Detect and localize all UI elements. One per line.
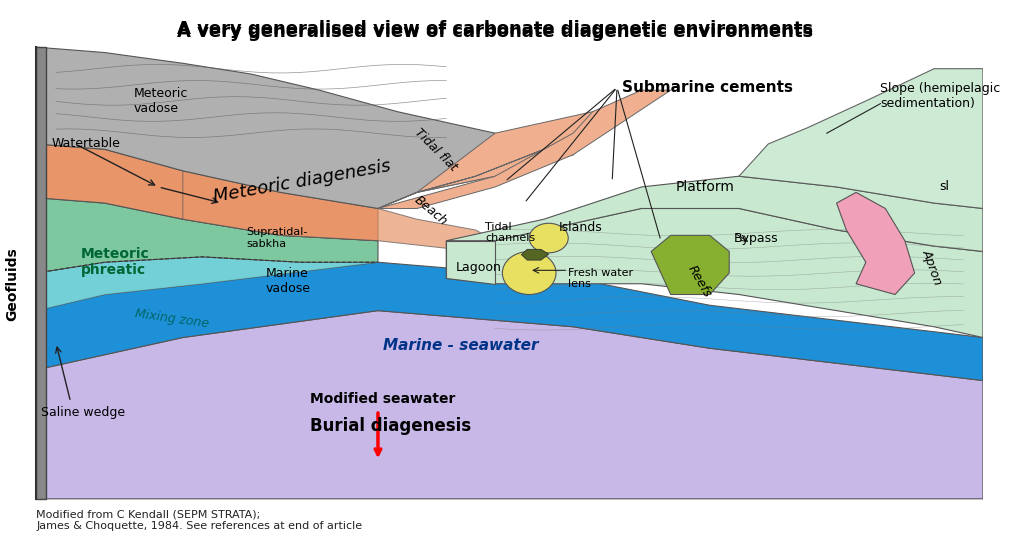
Text: Marine
vadose: Marine vadose [266, 267, 310, 295]
Text: Apron: Apron [920, 248, 944, 287]
Text: Modified seawater: Modified seawater [309, 393, 455, 406]
Polygon shape [446, 176, 983, 252]
Polygon shape [37, 257, 378, 311]
Text: Bypass: Bypass [734, 232, 778, 245]
Text: Geofluids: Geofluids [5, 247, 19, 321]
Text: Submarine cements: Submarine cements [622, 80, 793, 95]
Text: Slope (hemipelagic
sedimentation): Slope (hemipelagic sedimentation) [881, 81, 1000, 110]
Polygon shape [446, 241, 495, 284]
Polygon shape [446, 209, 983, 337]
Polygon shape [183, 171, 495, 252]
Text: Meteoric diagenesis: Meteoric diagenesis [212, 157, 392, 206]
Polygon shape [37, 262, 983, 381]
Text: A very generalised view of carbonate diagenetic environments: A very generalised view of carbonate dia… [177, 23, 813, 41]
Ellipse shape [529, 223, 568, 253]
Polygon shape [521, 250, 549, 260]
Polygon shape [837, 192, 914, 294]
Text: Tidal flat: Tidal flat [412, 126, 460, 173]
Polygon shape [739, 69, 983, 209]
Polygon shape [37, 47, 46, 499]
Text: Marine - seawater: Marine - seawater [383, 338, 539, 353]
Text: Burial diagenesis: Burial diagenesis [309, 417, 471, 435]
Text: Reefs: Reefs [685, 263, 714, 299]
Polygon shape [37, 311, 983, 499]
Text: Supratidal-
sabkha: Supratidal- sabkha [246, 227, 307, 249]
Text: sl: sl [939, 181, 949, 193]
Text: Modified from C Kendall (SEPM STRATA);
James & Choquette, 1984. See references a: Modified from C Kendall (SEPM STRATA); J… [37, 509, 362, 531]
Text: A very generalised view of carbonate diagenetic environments: A very generalised view of carbonate dia… [177, 20, 813, 38]
Text: Fresh water
lens: Fresh water lens [568, 268, 634, 289]
Text: Islands: Islands [558, 221, 602, 234]
Text: Lagoon: Lagoon [456, 261, 502, 274]
Polygon shape [378, 90, 671, 209]
Text: Platform: Platform [676, 180, 734, 194]
Text: Tidal
channels: Tidal channels [485, 222, 536, 244]
Polygon shape [378, 112, 612, 209]
Text: Mixing zone: Mixing zone [134, 307, 210, 330]
Polygon shape [37, 198, 378, 273]
Text: Meteoric
phreatic: Meteoric phreatic [80, 247, 150, 277]
Text: Meteoric
vadose: Meteoric vadose [134, 87, 188, 115]
Text: Saline wedge: Saline wedge [41, 406, 126, 419]
Text: Beach: Beach [412, 194, 451, 229]
Polygon shape [651, 235, 729, 294]
Text: Watertable: Watertable [51, 138, 120, 151]
Polygon shape [37, 144, 378, 241]
Polygon shape [37, 47, 573, 209]
Ellipse shape [503, 252, 556, 294]
